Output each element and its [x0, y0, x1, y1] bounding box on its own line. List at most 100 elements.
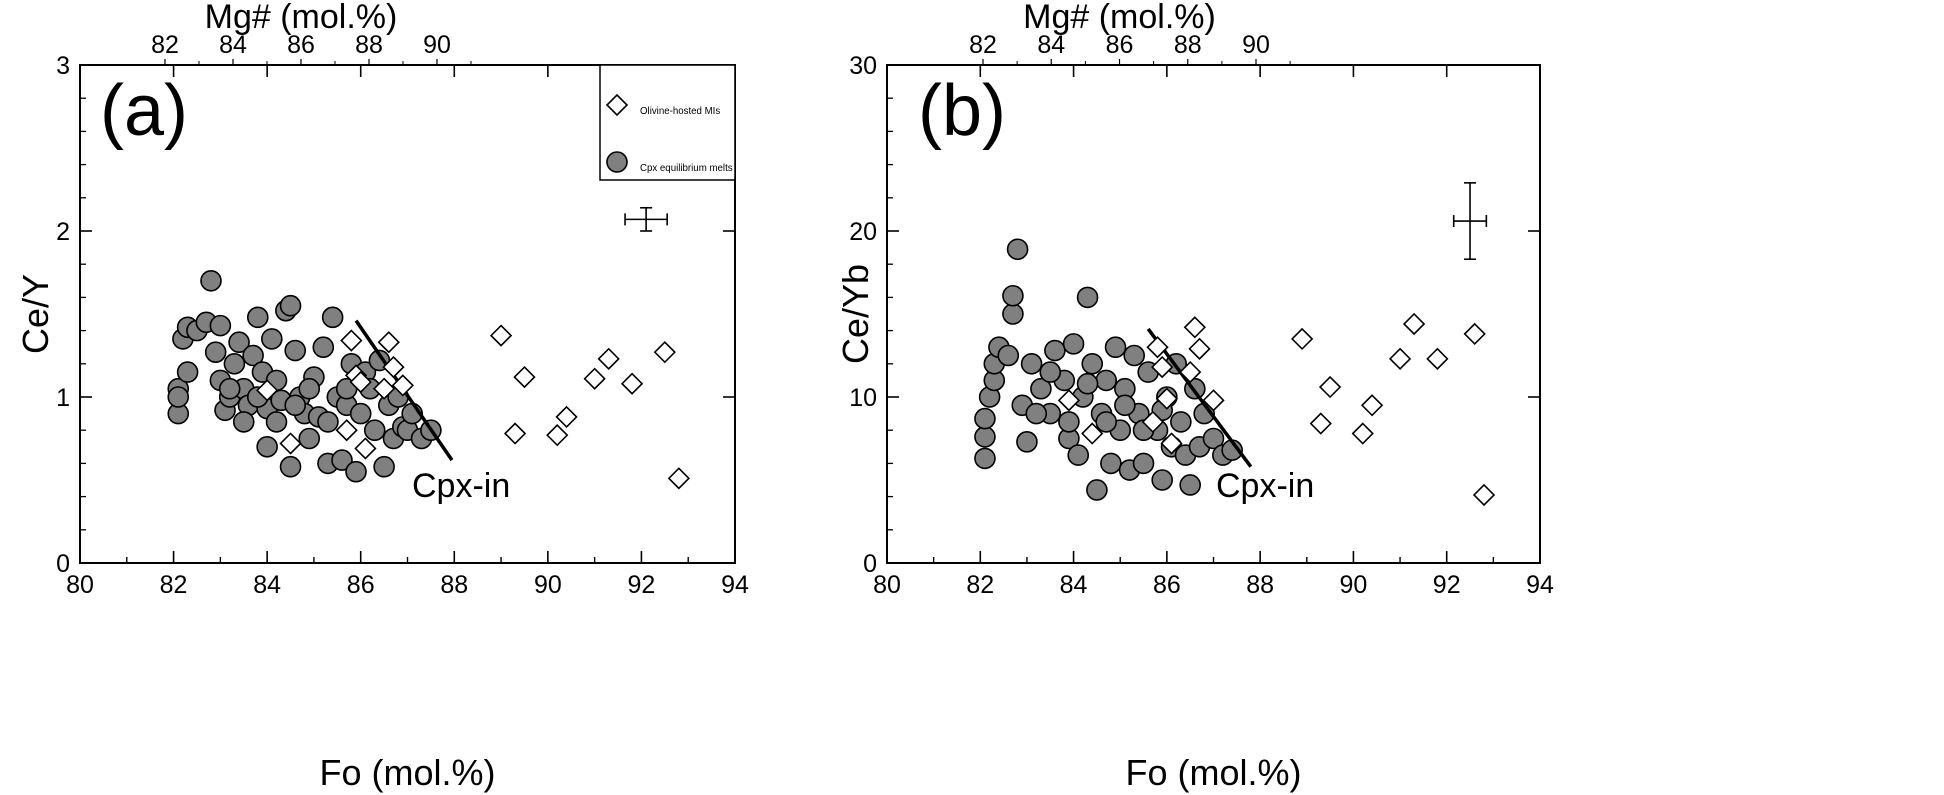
panel-b: 80 82 84 86 88 90 92 94 0 10 20 30 82 84 86 88 90 Mg# (mo… — [835, 0, 1554, 793]
x-axis-label: Fo (mol.%) — [319, 752, 495, 793]
data-point-cpx-melt — [298, 427, 321, 450]
data-point-olivine-mi — [1179, 360, 1202, 384]
x-tick-label: 84 — [253, 571, 281, 599]
data-point-cpx-melt — [1002, 303, 1024, 325]
data-point-cpx-melt — [1002, 284, 1024, 307]
data-point-olivine-mi — [377, 331, 400, 354]
data-point-olivine-mi — [1155, 387, 1178, 410]
top-axis-label: Mg# (mol.%) — [205, 0, 398, 36]
data-point-cpx-melt — [974, 426, 996, 448]
data-point-olivine-mi — [1202, 389, 1225, 412]
data-point-cpx-melt — [1132, 452, 1155, 475]
data-point-cpx-melt — [331, 449, 353, 471]
data-point-olivine-mi — [597, 347, 620, 370]
data-point-cpx-melt — [284, 394, 307, 417]
data-point-olivine-mi — [1290, 327, 1314, 351]
data-point-cpx-melt — [345, 460, 367, 483]
data-point-cpx-melt — [1025, 402, 1048, 425]
legend-circle-icon — [606, 151, 628, 173]
data-point-olivine-mi — [1160, 432, 1183, 455]
x-tick-label: 90 — [534, 571, 562, 599]
y-tick-label: 20 — [849, 218, 877, 246]
top-tick-label: 82 — [969, 31, 997, 59]
data-point-olivine-mi — [1426, 347, 1449, 370]
data-point-cpx-melt — [1030, 377, 1052, 400]
data-point-cpx-melt — [349, 402, 372, 425]
y-tick-label: 1 — [56, 384, 70, 412]
data-point-olivine-mi — [1472, 483, 1496, 507]
panel-label: (b) — [918, 71, 1006, 151]
cpx-in-label: Cpx-in — [412, 467, 510, 505]
data-point-cpx-melt — [974, 407, 996, 430]
data-point-cpx-melt — [1076, 372, 1099, 395]
data-point-cpx-melt — [200, 269, 222, 292]
y-tick-label: 0 — [863, 550, 877, 578]
data-point-cpx-melt — [1020, 352, 1043, 375]
data-point-cpx-melt — [974, 447, 996, 470]
legend-label: Cpx equilibrium melts — [640, 163, 733, 174]
x-tick-label: 88 — [440, 571, 468, 599]
top-tick-label: 86 — [1106, 31, 1134, 59]
data-point-cpx-melt — [298, 377, 321, 400]
x-tick-label: 80 — [873, 571, 901, 599]
data-point-cpx-melt — [1095, 369, 1118, 392]
data-point-olivine-mi — [489, 324, 513, 347]
data-point-olivine-mi — [335, 419, 358, 442]
cpx-in-label: Cpx-in — [1216, 467, 1314, 505]
data-point-cpx-melt — [1067, 444, 1090, 466]
data-point-olivine-mi — [503, 422, 527, 445]
data-point-cpx-melt — [1179, 474, 1201, 496]
data-point-cpx-melt — [1202, 427, 1225, 450]
data-point-cpx-melt — [223, 352, 246, 375]
data-point-olivine-mi — [391, 374, 414, 397]
top-tick-label: 84 — [1037, 31, 1065, 59]
data-point-cpx-melt — [1151, 469, 1173, 491]
data-point-cpx-melt — [228, 331, 250, 354]
x-tick-label: 94 — [721, 571, 749, 599]
data-point-olivine-mi — [1057, 389, 1081, 412]
y-axis-label: Ce/Yb — [835, 264, 876, 364]
y-tick-label: 2 — [56, 218, 70, 246]
data-point-cpx-melt — [246, 306, 269, 329]
top-tick-label: 88 — [1174, 31, 1202, 59]
data-point-olivine-mi — [583, 367, 606, 390]
data-point-olivine-mi — [1463, 322, 1486, 346]
y-tick-label: 30 — [849, 52, 877, 80]
x-tick-label: 84 — [1060, 571, 1088, 599]
data-point-olivine-mi — [1351, 422, 1374, 445]
panel-label: (a) — [100, 71, 188, 151]
data-point-olivine-mi — [546, 424, 569, 447]
panel-a: 80 82 84 86 88 90 92 94 0 1 2 3 82 84 86 88 90 Mg# (mol.%… — [15, 0, 749, 793]
data-point-cpx-melt — [1086, 479, 1108, 501]
data-point-cpx-melt — [218, 377, 241, 400]
x-tick-label: 82 — [160, 571, 188, 599]
data-point-cpx-melt — [997, 344, 1020, 367]
data-point-olivine-mi — [1360, 394, 1384, 417]
data-point-cpx-melt — [1016, 431, 1038, 453]
data-point-olivine-mi — [1402, 312, 1426, 336]
data-point-olivine-mi — [279, 432, 302, 455]
data-point-cpx-melt — [1039, 361, 1062, 383]
data-point-cpx-melt — [1114, 394, 1136, 417]
top-tick-label: 82 — [151, 31, 179, 59]
data-point-olivine-mi — [340, 329, 363, 352]
data-point-cpx-melt — [1044, 339, 1066, 362]
data-point-cpx-melt — [167, 386, 190, 408]
data-point-cpx-melt — [232, 411, 255, 433]
data-point-olivine-mi — [1309, 412, 1332, 435]
data-point-cpx-melt — [242, 344, 264, 367]
data-point-olivine-mi — [1388, 347, 1412, 370]
data-point-cpx-melt — [279, 455, 302, 478]
cpx-in-line — [1146, 327, 1253, 468]
data-point-olivine-mi — [372, 377, 396, 400]
data-point-cpx-melt — [1062, 333, 1085, 355]
data-point-olivine-mi — [349, 370, 372, 394]
top-tick-label: 90 — [423, 31, 451, 59]
data-point-cpx-melt — [312, 336, 335, 359]
data-point-olivine-mi — [1183, 316, 1206, 339]
data-point-cpx-melt — [373, 455, 395, 478]
x-tick-label: 88 — [1246, 571, 1274, 599]
data-point-cpx-melt — [261, 328, 283, 350]
data-point-cpx-melt — [1095, 411, 1118, 433]
